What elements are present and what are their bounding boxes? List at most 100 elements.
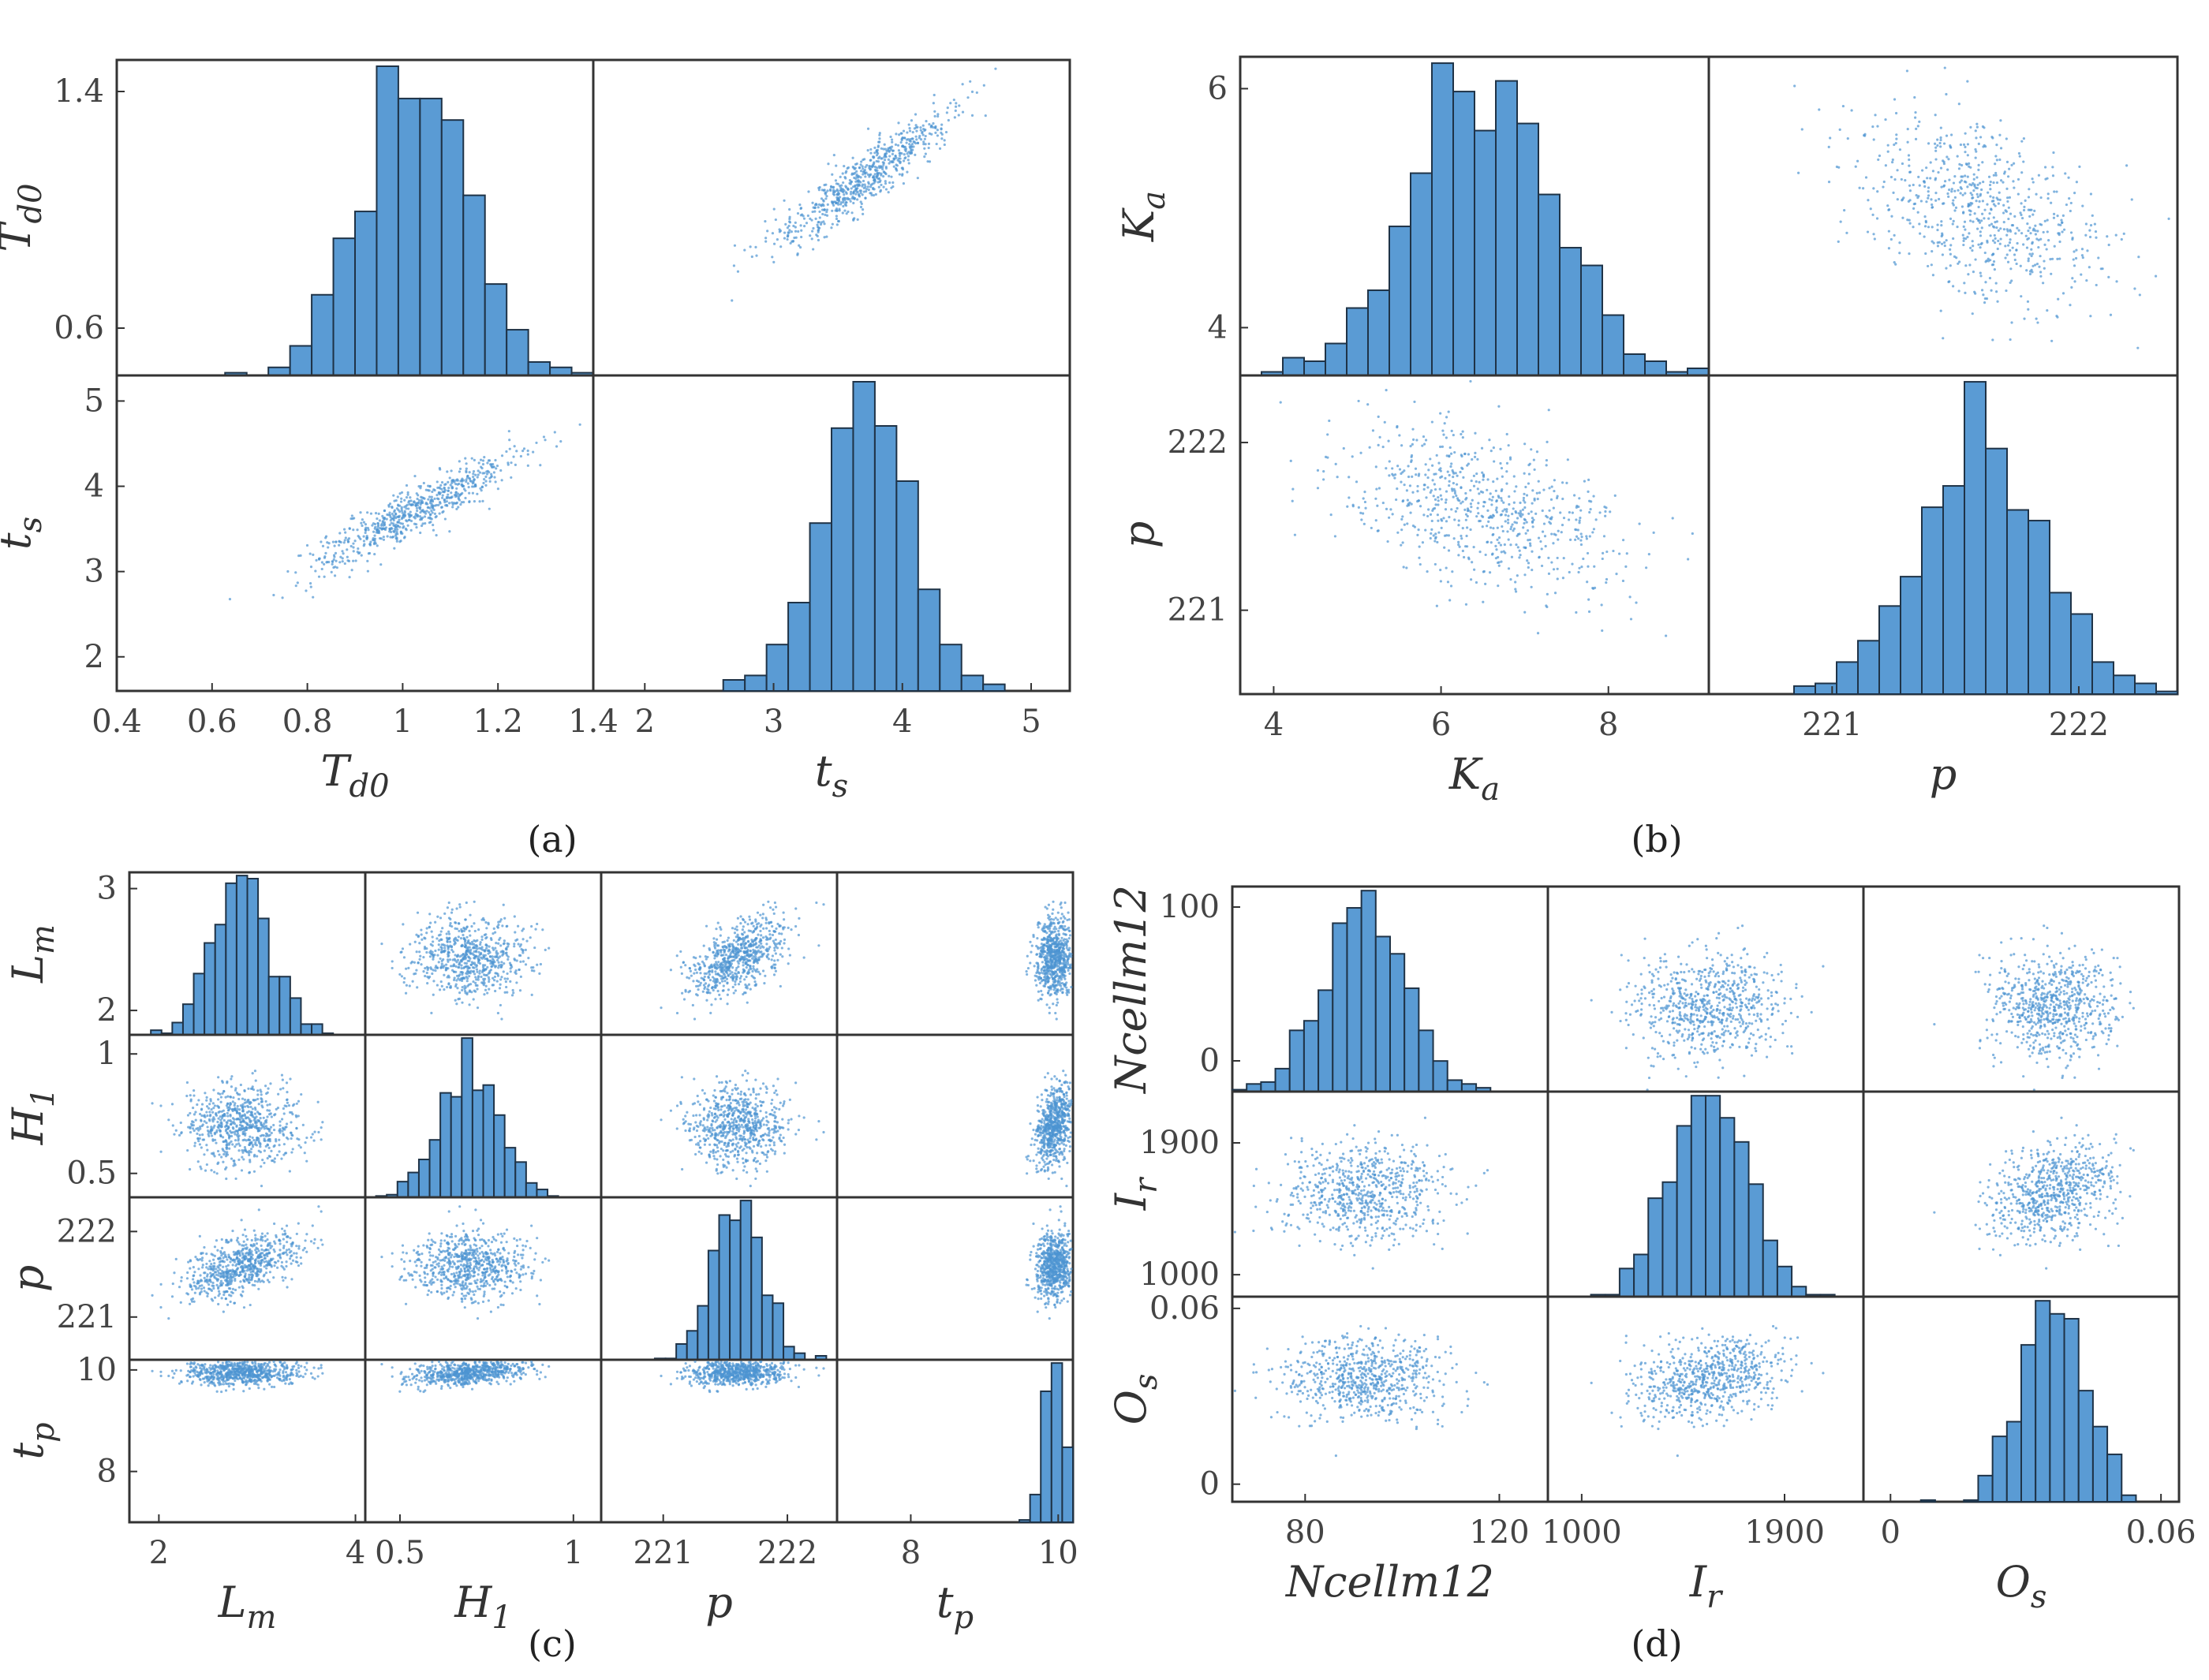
scatter-point: [1500, 499, 1504, 502]
scatter-point: [1604, 510, 1607, 513]
scatter-point: [455, 1002, 458, 1006]
scatter-point: [751, 931, 754, 934]
scatter-point: [875, 154, 879, 157]
histogram-bar: [809, 522, 832, 693]
scatter-point: [2069, 231, 2073, 234]
scatter-point: [704, 955, 707, 958]
scatter-point: [2031, 229, 2035, 232]
scatter-point: [1455, 483, 1459, 486]
scatter-point: [1522, 498, 1525, 502]
scatter-point: [448, 937, 451, 940]
scatter-point: [2011, 246, 2014, 249]
scatter-point: [686, 976, 689, 979]
scatter-point: [884, 147, 887, 151]
scatter-point: [439, 966, 443, 969]
scatter-point: [754, 918, 757, 921]
cell-frame: [592, 58, 1071, 377]
scatter-point: [906, 159, 910, 162]
scatter-point: [1471, 561, 1474, 564]
scatter-point: [1489, 526, 1493, 529]
scatter-point: [802, 956, 805, 959]
scatter-point: [720, 954, 723, 957]
scatter-point: [818, 210, 821, 214]
scatter-point: [1066, 961, 1070, 964]
scatter-point: [1894, 141, 1897, 145]
scatter-point: [892, 165, 895, 168]
scatter-point: [891, 181, 895, 185]
scatter-point: [890, 145, 894, 148]
scatter-point: [1041, 993, 1044, 996]
scatter-point: [924, 152, 927, 155]
y-tick-label: 4: [84, 469, 104, 505]
scatter-point: [521, 929, 524, 932]
scatter-point: [514, 939, 518, 942]
scatter-point: [315, 558, 318, 562]
scatter-point: [2088, 235, 2092, 239]
scatter-point: [772, 973, 776, 976]
x-tick-label: 221: [1802, 707, 1862, 743]
scatter-point: [1515, 521, 1519, 525]
scatter-point: [439, 483, 443, 487]
scatter-point: [837, 192, 841, 196]
scatter-point: [1936, 228, 1939, 232]
scatter-point: [1405, 566, 1408, 569]
scatter-point: [312, 553, 315, 556]
histogram-bar: [895, 480, 919, 692]
scatter-point: [755, 925, 759, 928]
scatter-point: [731, 299, 734, 302]
scatter-point: [1983, 144, 1986, 147]
cell-frame: [1707, 55, 2179, 377]
scatter-point: [1856, 159, 1860, 162]
scatter-point: [1429, 457, 1432, 461]
scatter-point: [1293, 533, 1297, 536]
scatter-point: [1943, 180, 1947, 183]
scatter-point: [1968, 209, 1971, 212]
scatter-point: [742, 925, 745, 928]
scatter-point: [748, 954, 752, 958]
scatter-point: [847, 198, 850, 201]
cell-frame: [115, 374, 595, 693]
scatter-point: [450, 948, 454, 951]
scatter-point: [1510, 555, 1514, 558]
scatter-point: [862, 167, 865, 170]
scatter-point: [402, 514, 405, 517]
scatter-point: [393, 515, 396, 518]
scatter-point: [823, 208, 826, 211]
scatter-point: [1505, 482, 1508, 485]
scatter-point: [2030, 248, 2033, 251]
scatter-point: [1465, 496, 1468, 500]
scatter-point: [1913, 95, 1916, 99]
scatter-point: [2043, 166, 2047, 169]
scatter-point: [539, 962, 543, 966]
scatter-point: [396, 495, 399, 498]
scatter-point: [1975, 227, 1979, 230]
scatter-point: [447, 489, 450, 492]
scatter-point: [477, 955, 480, 958]
y-axis-label-sub: m: [25, 924, 62, 954]
scatter-point: [505, 951, 508, 954]
scatter-point: [1457, 524, 1460, 527]
scatter-point: [913, 127, 917, 130]
scatter-point: [1440, 475, 1444, 478]
scatter-point: [1952, 237, 1955, 241]
scatter-point: [807, 190, 810, 193]
scatter-point: [1876, 190, 1879, 193]
scatter-point: [420, 517, 424, 521]
scatter-point: [1036, 937, 1039, 940]
scatter-point: [1858, 186, 1861, 189]
scatter-point: [450, 908, 454, 911]
scatter-point: [459, 971, 462, 974]
scatter-point: [841, 211, 844, 215]
scatter-point: [1375, 487, 1378, 491]
scatter-point: [447, 945, 450, 948]
scatter-point: [818, 185, 821, 189]
scatter-point: [760, 934, 763, 937]
scatter-point: [342, 541, 346, 544]
scatter-point: [1041, 972, 1045, 975]
scatter-point: [695, 971, 698, 974]
scatter-point: [1871, 213, 1874, 216]
scatter-point: [1992, 259, 1996, 263]
scatter-point: [1934, 192, 1938, 195]
scatter-point: [1993, 233, 1996, 237]
scatter-point: [426, 968, 429, 972]
